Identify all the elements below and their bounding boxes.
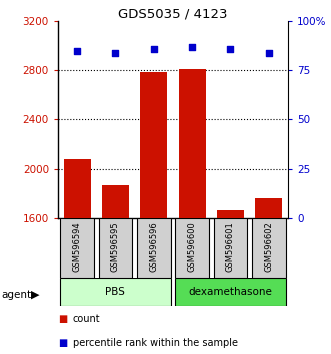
Point bbox=[113, 50, 118, 56]
Text: count: count bbox=[73, 314, 100, 324]
Text: ▶: ▶ bbox=[30, 290, 39, 299]
Bar bbox=[137, 218, 171, 278]
Text: GSM596602: GSM596602 bbox=[264, 221, 273, 272]
Bar bbox=[60, 218, 94, 278]
Text: PBS: PBS bbox=[106, 287, 125, 297]
Bar bbox=[175, 218, 209, 278]
Bar bbox=[175, 278, 286, 306]
Text: GSM596601: GSM596601 bbox=[226, 221, 235, 272]
Bar bbox=[217, 210, 244, 218]
Bar bbox=[213, 218, 247, 278]
Text: GSM596595: GSM596595 bbox=[111, 221, 120, 272]
Bar bbox=[102, 184, 129, 218]
Title: GDS5035 / 4123: GDS5035 / 4123 bbox=[118, 7, 228, 20]
Text: GSM596596: GSM596596 bbox=[149, 221, 158, 272]
Point bbox=[151, 46, 157, 52]
Text: ■: ■ bbox=[58, 338, 67, 348]
Point bbox=[228, 46, 233, 52]
Text: dexamethasone: dexamethasone bbox=[189, 287, 272, 297]
Text: agent: agent bbox=[2, 290, 32, 299]
Text: ■: ■ bbox=[58, 314, 67, 324]
Bar bbox=[99, 218, 132, 278]
Bar bbox=[64, 159, 90, 218]
Bar bbox=[252, 218, 286, 278]
Point bbox=[189, 44, 195, 50]
Point bbox=[266, 50, 271, 56]
Bar bbox=[256, 198, 282, 218]
Bar bbox=[140, 72, 167, 218]
Point bbox=[74, 48, 80, 53]
Text: GSM596594: GSM596594 bbox=[72, 221, 82, 272]
Bar bbox=[179, 69, 206, 218]
Bar bbox=[60, 278, 171, 306]
Text: GSM596600: GSM596600 bbox=[188, 221, 197, 272]
Text: percentile rank within the sample: percentile rank within the sample bbox=[73, 338, 238, 348]
